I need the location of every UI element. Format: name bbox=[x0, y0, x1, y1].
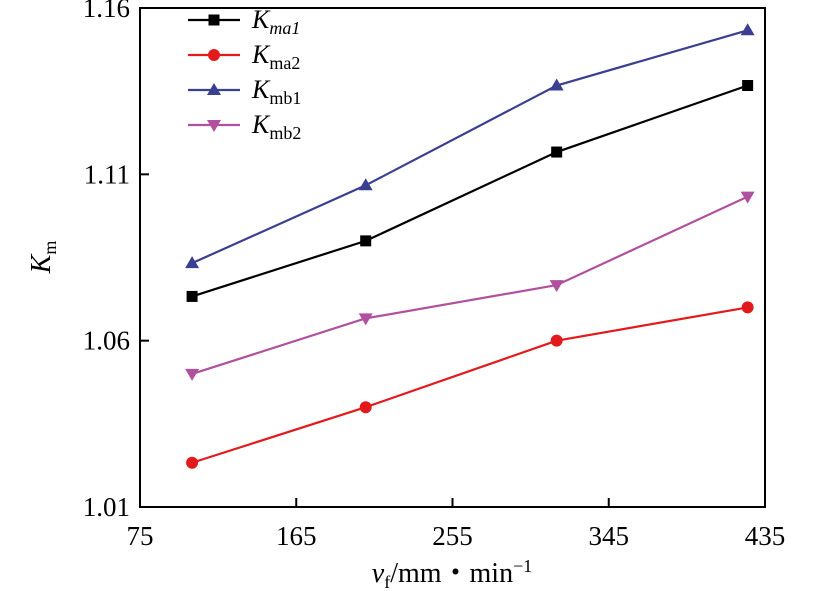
legend-label: Kma1 bbox=[251, 5, 300, 38]
data-point bbox=[741, 301, 754, 314]
x-tick-label: 165 bbox=[276, 521, 317, 551]
axis-ticks: 75 165 255 345 435 1.01 1.06 1.11 1.16 bbox=[83, 0, 786, 551]
y-tick-label: 1.01 bbox=[83, 492, 130, 522]
series-line bbox=[191, 29, 748, 265]
data-point bbox=[549, 78, 564, 91]
x-tick-label: 255 bbox=[432, 521, 473, 551]
series-line bbox=[191, 306, 748, 464]
data-point bbox=[186, 290, 198, 302]
data-point bbox=[550, 334, 563, 347]
data-point bbox=[358, 178, 373, 191]
data-point bbox=[740, 23, 755, 36]
legend-marker bbox=[208, 14, 220, 26]
series-mb2 bbox=[185, 191, 755, 381]
plot-frame bbox=[139, 7, 766, 508]
y-tick-label: 1.06 bbox=[83, 326, 130, 356]
legend-label: Kmb2 bbox=[251, 110, 301, 143]
y-axis-label: Km bbox=[26, 241, 60, 275]
legend-label: Kma2 bbox=[251, 40, 300, 73]
y-tick-label: 1.16 bbox=[83, 0, 130, 23]
data-point bbox=[551, 146, 563, 158]
data-point bbox=[359, 401, 372, 414]
data-point bbox=[360, 235, 372, 247]
legend-label: Kmb1 bbox=[251, 75, 301, 108]
series-ma2 bbox=[186, 301, 754, 469]
y-tick-label: 1.11 bbox=[84, 159, 130, 189]
data-point bbox=[185, 256, 200, 269]
data-point bbox=[742, 80, 754, 92]
data-point bbox=[186, 456, 199, 469]
x-tick-label: 75 bbox=[127, 521, 154, 551]
series-mb1 bbox=[185, 23, 755, 269]
data-point bbox=[740, 191, 755, 204]
series-line bbox=[191, 195, 749, 375]
x-tick-label: 345 bbox=[589, 521, 630, 551]
series-line bbox=[191, 84, 749, 298]
data-point bbox=[358, 313, 373, 326]
plot-area bbox=[139, 7, 766, 508]
data-point bbox=[549, 280, 564, 293]
legend-marker bbox=[208, 49, 220, 61]
legend-entry-mb1: Kmb1 bbox=[188, 75, 301, 108]
legend-entry-ma2: Kma2 bbox=[188, 40, 300, 73]
series-ma1 bbox=[186, 80, 754, 302]
legend-entry-mb2: Kmb2 bbox=[188, 110, 301, 143]
series-layer bbox=[185, 23, 755, 469]
x-tick-label: 435 bbox=[745, 521, 786, 551]
legend-marker bbox=[207, 120, 221, 132]
legend-entry-ma1: Kma1 bbox=[188, 5, 300, 38]
legend-marker bbox=[207, 83, 221, 95]
x-axis-label: vf/mm・min−1 bbox=[372, 556, 533, 591]
data-point bbox=[185, 368, 200, 381]
